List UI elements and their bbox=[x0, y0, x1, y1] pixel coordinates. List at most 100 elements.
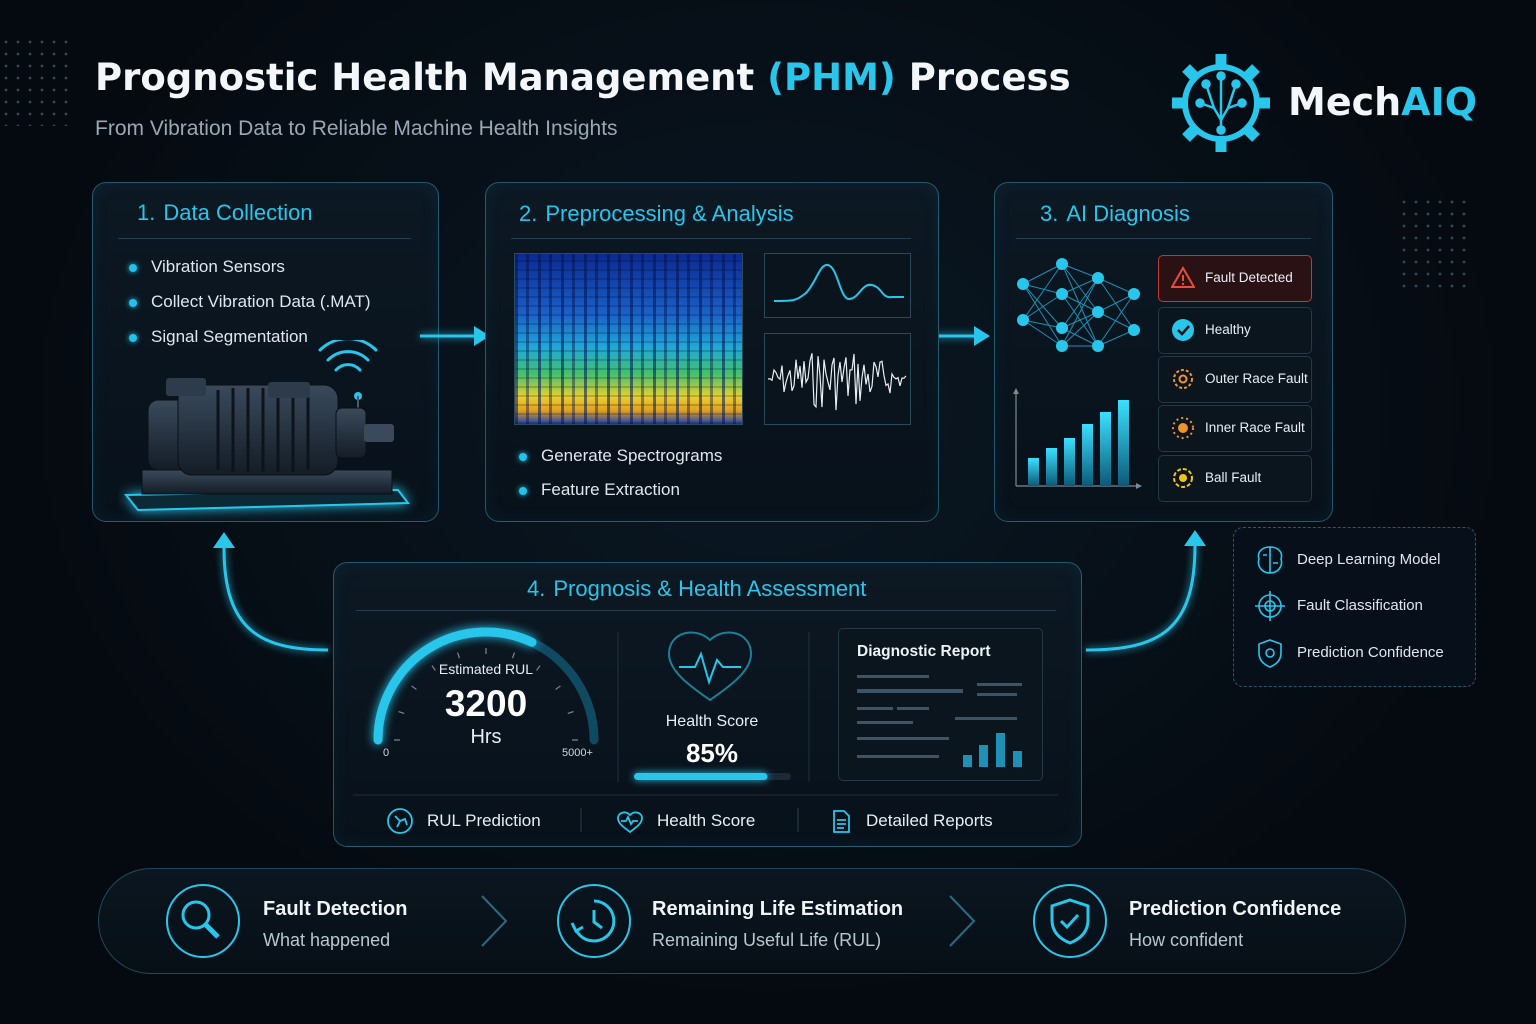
nn-edge bbox=[1022, 283, 1063, 329]
feature-label: Detailed Reports bbox=[866, 811, 993, 830]
nn-edge bbox=[1022, 263, 1063, 285]
note-label: Deep Learning Model bbox=[1297, 551, 1441, 568]
outcome-title: Remaining Life Estimation bbox=[652, 898, 904, 920]
outcome-subtitle: How confident bbox=[1129, 930, 1244, 950]
class-label: Inner Race Fault bbox=[1205, 420, 1305, 435]
title-part: Process bbox=[908, 56, 1071, 99]
list-item: Collect Vibration Data (.MAT) bbox=[129, 292, 371, 311]
nn-edge bbox=[1061, 311, 1099, 347]
outcome-title: Prediction Confidence bbox=[1129, 898, 1342, 920]
step-number: 4. bbox=[527, 576, 546, 601]
list-item: Feature Extraction bbox=[519, 480, 680, 499]
nn-node bbox=[1128, 324, 1140, 336]
nn-edge bbox=[1061, 277, 1099, 347]
gauge-tick bbox=[555, 685, 561, 690]
nn-edge bbox=[1061, 263, 1099, 347]
nn-edge bbox=[1061, 277, 1099, 295]
gauge-tick bbox=[456, 652, 460, 659]
gauge-tick bbox=[398, 710, 405, 714]
gauge-tick bbox=[512, 652, 516, 659]
nn-edge bbox=[1097, 311, 1135, 331]
report-lines bbox=[857, 675, 1022, 767]
brand-name: MechAIQ bbox=[1288, 80, 1477, 124]
nn-edge bbox=[1061, 277, 1099, 329]
health-value: 85% bbox=[685, 738, 739, 768]
title-part: (PHM) bbox=[767, 56, 896, 99]
rul-unit: Hrs bbox=[470, 726, 502, 748]
divider bbox=[118, 238, 411, 239]
nn-edge bbox=[1022, 263, 1063, 321]
step-number: 1. bbox=[137, 200, 156, 225]
class-row: Healthy bbox=[1158, 307, 1312, 354]
brand-part: AIQ bbox=[1401, 80, 1478, 124]
decor-dots bbox=[0, 36, 72, 126]
outcome-subtitle: Remaining Useful Life (RUL) bbox=[652, 930, 882, 950]
class-label: Healthy bbox=[1205, 322, 1251, 337]
title: Prognostic Health Management (PHM) Proce… bbox=[95, 56, 1071, 99]
step-title: Preprocessing & Analysis bbox=[545, 201, 794, 226]
nn-node bbox=[1056, 288, 1068, 300]
note-icons bbox=[1255, 546, 1285, 668]
feature-label: RUL Prediction bbox=[427, 811, 541, 830]
note-label: Fault Classification bbox=[1297, 597, 1423, 614]
title-part: Prognostic Health Management bbox=[95, 56, 755, 99]
divider bbox=[1016, 238, 1311, 239]
class-label: Outer Race Fault bbox=[1205, 371, 1308, 386]
nn-node bbox=[1056, 258, 1068, 270]
panel-title: 4. Prognosis & Health Assessment bbox=[527, 576, 874, 602]
list-item: Generate Spectrograms bbox=[518, 446, 723, 465]
nn-edge bbox=[1022, 319, 1063, 329]
nn-node bbox=[1092, 340, 1104, 352]
health-bar bbox=[634, 773, 768, 780]
divider bbox=[511, 238, 911, 239]
nn-edge bbox=[1097, 277, 1135, 295]
gauge-tick bbox=[411, 685, 417, 690]
feature-label: Health Score bbox=[657, 811, 756, 830]
brand-part: Mech bbox=[1288, 80, 1402, 124]
nn-edge bbox=[1022, 283, 1063, 347]
rul-label: Estimated RUL bbox=[438, 661, 534, 677]
brand-logo bbox=[1172, 54, 1270, 152]
nn-node bbox=[1017, 278, 1029, 290]
gauge-tick bbox=[431, 665, 436, 671]
note-label: Prediction Confidence bbox=[1297, 644, 1444, 661]
outcome-icons bbox=[166, 884, 1107, 958]
nn-node bbox=[1017, 314, 1029, 326]
step-title: AI Diagnosis bbox=[1066, 201, 1190, 226]
waveform-smooth bbox=[764, 253, 911, 318]
waveform-raw bbox=[764, 333, 911, 425]
class-label: Ball Fault bbox=[1205, 470, 1262, 485]
class-label: Fault Detected bbox=[1205, 270, 1293, 285]
step-title: Data Collection bbox=[163, 200, 313, 225]
motor-illustration bbox=[123, 340, 410, 512]
step-number: 3. bbox=[1040, 201, 1059, 226]
outcome-title: Fault Detection bbox=[263, 898, 408, 920]
outcome-subtitle: What happened bbox=[263, 930, 391, 950]
divider bbox=[356, 610, 1056, 611]
panel-title: 3. AI Diagnosis bbox=[1040, 201, 1198, 227]
nn-edge bbox=[1097, 277, 1135, 331]
gauge-tick bbox=[536, 665, 541, 671]
step-number: 2. bbox=[519, 201, 538, 226]
class-row: Outer Race Fault bbox=[1158, 356, 1312, 403]
nn-edge bbox=[1061, 263, 1099, 313]
panel-title: 1. Data Collection bbox=[137, 200, 321, 226]
outcomes-bar bbox=[98, 868, 1406, 974]
rul-value: 3200 bbox=[444, 683, 528, 724]
panel-title: 2. Preprocessing & Analysis bbox=[519, 201, 802, 227]
gauge-min: 0 bbox=[383, 747, 390, 759]
spectrogram bbox=[514, 253, 743, 425]
nn-edge bbox=[1061, 263, 1099, 279]
nn-node bbox=[1056, 340, 1068, 352]
nn-node bbox=[1092, 272, 1104, 284]
health-label: Health Score bbox=[665, 713, 759, 730]
nn-node bbox=[1056, 322, 1068, 334]
nn-edge bbox=[1061, 327, 1099, 347]
neural-network bbox=[1013, 258, 1142, 489]
nn-node bbox=[1128, 288, 1140, 300]
nn-edge bbox=[1022, 319, 1063, 347]
model-notes-box bbox=[1233, 527, 1476, 687]
class-row: Inner Race Fault bbox=[1158, 405, 1312, 452]
